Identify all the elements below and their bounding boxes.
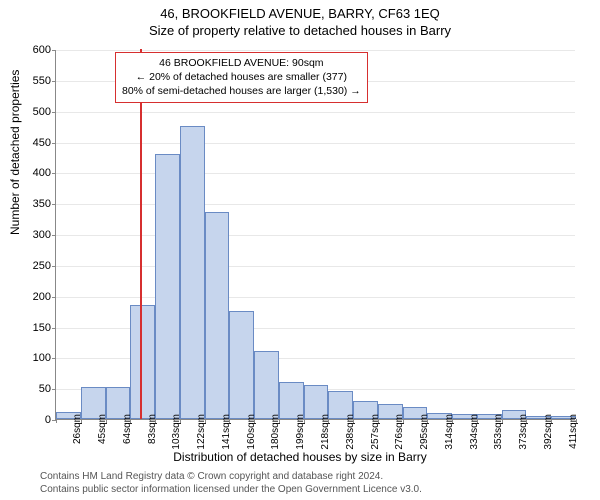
y-tick-mark xyxy=(52,328,56,329)
annotation-box: 46 BROOKFIELD AVENUE: 90sqm ← 20% of det… xyxy=(115,52,368,103)
x-tick-mark xyxy=(155,419,156,423)
y-axis-label: Number of detached properties xyxy=(8,70,22,235)
x-tick-mark xyxy=(526,419,527,423)
x-tick-mark xyxy=(180,419,181,423)
x-tick-mark xyxy=(378,419,379,423)
grid-line xyxy=(56,173,575,174)
x-tick-mark xyxy=(353,419,354,423)
footer: Contains HM Land Registry data © Crown c… xyxy=(40,470,590,496)
histogram-bar xyxy=(130,305,155,419)
annotation-line-2: ← 20% of detached houses are smaller (37… xyxy=(122,70,361,84)
marker-line xyxy=(140,49,142,419)
histogram-bar xyxy=(229,311,254,419)
grid-line xyxy=(56,204,575,205)
grid-line xyxy=(56,143,575,144)
chart-area: 05010015020025030035040045050055060026sq… xyxy=(55,50,575,420)
title-main: 46, BROOKFIELD AVENUE, BARRY, CF63 1EQ xyxy=(0,0,600,21)
y-tick-mark xyxy=(52,266,56,267)
x-tick-mark xyxy=(576,419,577,423)
histogram-plot: 05010015020025030035040045050055060026sq… xyxy=(55,50,575,420)
annotation-line-1: 46 BROOKFIELD AVENUE: 90sqm xyxy=(122,56,361,70)
annotation-line-3: 80% of semi-detached houses are larger (… xyxy=(122,84,361,98)
x-tick-mark xyxy=(551,419,552,423)
x-tick-mark xyxy=(130,419,131,423)
grid-line xyxy=(56,235,575,236)
y-tick-mark xyxy=(52,173,56,174)
x-tick-mark xyxy=(56,419,57,423)
y-tick-label: 500 xyxy=(21,106,51,118)
y-tick-mark xyxy=(52,143,56,144)
x-tick-mark xyxy=(304,419,305,423)
x-tick-mark xyxy=(279,419,280,423)
x-tick-mark xyxy=(427,419,428,423)
y-tick-label: 550 xyxy=(21,75,51,87)
y-tick-mark xyxy=(52,389,56,390)
histogram-bar xyxy=(254,351,279,419)
histogram-bar xyxy=(180,126,205,419)
footer-line-1: Contains HM Land Registry data © Crown c… xyxy=(40,470,590,483)
x-tick-mark xyxy=(81,419,82,423)
x-tick-mark xyxy=(328,419,329,423)
x-tick-mark xyxy=(229,419,230,423)
y-tick-mark xyxy=(52,235,56,236)
x-tick-mark xyxy=(254,419,255,423)
x-tick-mark xyxy=(502,419,503,423)
grid-line xyxy=(56,297,575,298)
y-tick-label: 350 xyxy=(21,198,51,210)
footer-line-2: Contains public sector information licen… xyxy=(40,483,590,496)
x-axis-label: Distribution of detached houses by size … xyxy=(0,450,600,464)
y-tick-label: 400 xyxy=(21,167,51,179)
y-tick-label: 0 xyxy=(21,414,51,426)
y-tick-label: 450 xyxy=(21,137,51,149)
x-tick-mark xyxy=(452,419,453,423)
y-tick-mark xyxy=(52,204,56,205)
x-tick-mark xyxy=(403,419,404,423)
x-tick-mark xyxy=(477,419,478,423)
histogram-bar xyxy=(205,212,230,419)
grid-line xyxy=(56,50,575,51)
y-tick-label: 300 xyxy=(21,229,51,241)
x-tick-mark xyxy=(106,419,107,423)
x-tick-mark xyxy=(205,419,206,423)
y-tick-mark xyxy=(52,50,56,51)
y-tick-label: 150 xyxy=(21,322,51,334)
y-tick-label: 50 xyxy=(21,383,51,395)
y-tick-mark xyxy=(52,358,56,359)
y-tick-label: 200 xyxy=(21,291,51,303)
title-sub: Size of property relative to detached ho… xyxy=(0,21,600,38)
y-tick-mark xyxy=(52,297,56,298)
y-tick-mark xyxy=(52,81,56,82)
y-tick-mark xyxy=(52,112,56,113)
grid-line xyxy=(56,266,575,267)
grid-line xyxy=(56,112,575,113)
histogram-bar xyxy=(155,154,180,419)
y-tick-label: 600 xyxy=(21,44,51,56)
y-tick-label: 100 xyxy=(21,352,51,364)
y-tick-label: 250 xyxy=(21,260,51,272)
